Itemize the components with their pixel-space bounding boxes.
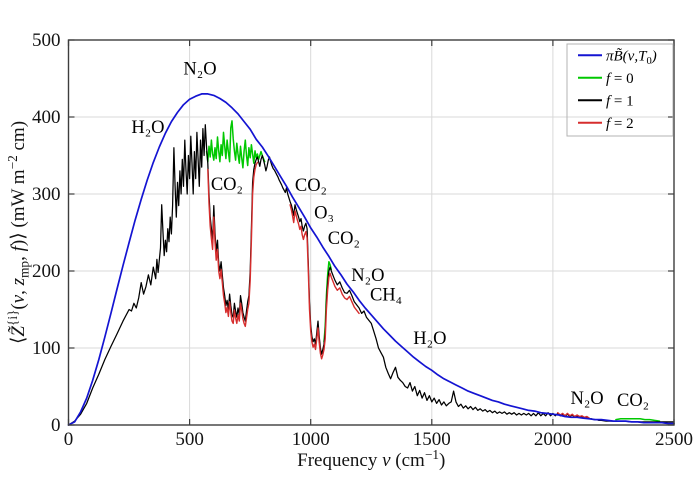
- series-f2-line-0: [207, 161, 259, 328]
- series-f2-line-2: [557, 412, 590, 419]
- legend-label-planck: πB̃(ν,T0): [606, 48, 657, 67]
- x-tick-label-500: 500: [175, 429, 204, 450]
- annotation-NO-6: N₂O: [351, 266, 384, 286]
- y-tick-label-300: 300: [32, 184, 61, 205]
- legend-box: [566, 43, 674, 137]
- annotation-O-4: O₃: [314, 204, 334, 224]
- legend-label-f0: f = 0: [606, 71, 634, 87]
- x-tick-label-2000: 2000: [534, 429, 572, 450]
- annotation-CO-5: CO₂: [328, 229, 360, 249]
- legend-label-f1: f = 1: [606, 93, 634, 109]
- legend-label-f2: f = 2: [606, 116, 634, 132]
- y-tick-label-200: 200: [32, 261, 61, 282]
- plot-border: [67, 39, 675, 426]
- plot-area: [68, 40, 674, 425]
- series-planck-line-0: [67, 93, 675, 426]
- x-tick-label-1000: 1000: [292, 429, 330, 450]
- y-tick-label-0: 0: [51, 415, 61, 436]
- annotation-NO-9: N₂O: [570, 389, 603, 409]
- annotation-CO-3: CO₂: [295, 176, 327, 196]
- x-axis-label: Frequency ν (cm−1): [297, 447, 445, 471]
- y-tick-label-400: 400: [32, 107, 61, 128]
- series-f0-line-2: [615, 418, 661, 422]
- annotation-HO-8: H₂O: [413, 329, 446, 349]
- series-f0-line-0: [205, 120, 266, 169]
- y-tick-label-100: 100: [32, 338, 61, 359]
- y-tick-label-500: 500: [32, 30, 61, 51]
- annotation-NO-0: N₂O: [183, 60, 216, 80]
- annotation-HO-1: H₂O: [131, 118, 164, 138]
- x-tick-label-2500: 2500: [655, 429, 693, 450]
- annotation-CH-7: CH₄: [370, 285, 402, 305]
- annotation-CO-10: CO₂: [617, 391, 649, 411]
- x-tick-label-0: 0: [64, 429, 74, 450]
- y-axis-label: ⟨Z̃{i}(ν, zmp, f)⟩ (mW m−2 cm): [5, 121, 32, 344]
- x-tick-label-1500: 1500: [413, 429, 451, 450]
- series-f2-line-1: [289, 204, 360, 360]
- annotation-CO-2: CO₂: [211, 175, 243, 195]
